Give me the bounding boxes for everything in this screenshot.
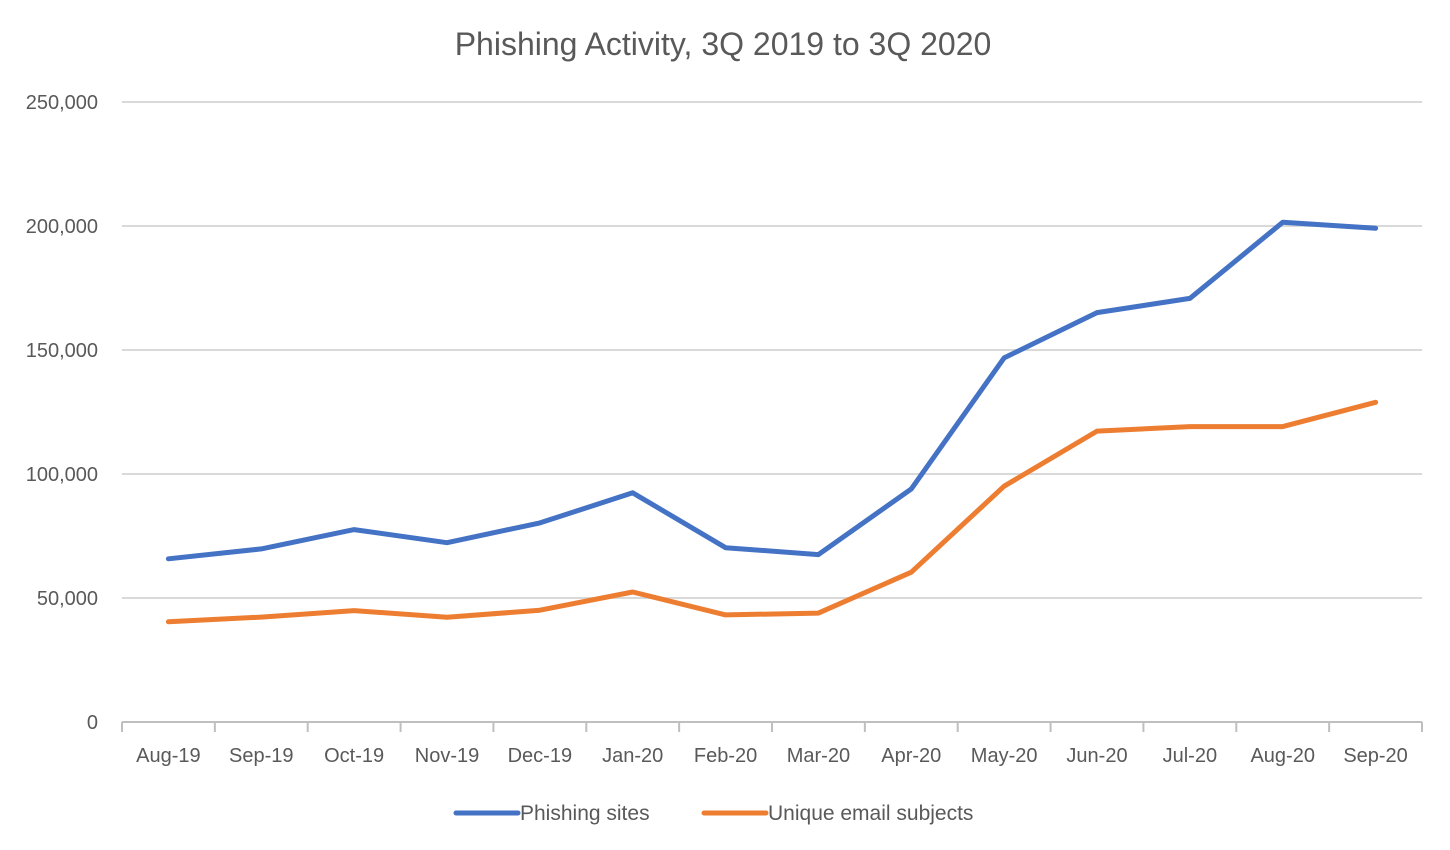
legend-label-1: Unique email subjects — [768, 802, 973, 825]
x-tick-label: Jan-20 — [602, 745, 663, 767]
legend: Phishing sites Unique email subjects — [453, 802, 973, 825]
x-tick-label: Sep-19 — [229, 745, 294, 767]
y-tick-label: 100,000 — [26, 464, 98, 486]
x-tick-label: Feb-20 — [694, 745, 757, 767]
x-tick-label: Nov-19 — [415, 745, 479, 767]
x-tick-label: Aug-20 — [1250, 745, 1315, 767]
x-tick-label: Apr-20 — [881, 745, 941, 767]
y-tick-label: 0 — [87, 712, 98, 734]
y-tick-label: 50,000 — [37, 588, 98, 610]
chart-title: Phishing Activity, 3Q 2019 to 3Q 2020 — [455, 26, 992, 62]
gridlines — [122, 101, 1422, 599]
x-tick-label: May-20 — [971, 745, 1038, 767]
x-tick-label: Mar-20 — [787, 745, 850, 767]
x-tick-label: Aug-19 — [136, 745, 201, 767]
x-tick-label: Dec-19 — [508, 745, 572, 767]
x-tick-label: Jul-20 — [1163, 745, 1217, 767]
series-line-1 — [165, 399, 1379, 625]
legend-label-0: Phishing sites — [520, 802, 650, 825]
x-tick-label: Jun-20 — [1066, 745, 1127, 767]
x-tick-label: Sep-20 — [1343, 745, 1408, 767]
x-tick-label: Oct-19 — [324, 745, 384, 767]
y-axis: 0 50,000 100,000 150,000 200,000 250,000 — [26, 92, 98, 734]
series-lines — [165, 219, 1379, 625]
y-tick-label: 250,000 — [26, 92, 98, 114]
series-line-0 — [165, 219, 1379, 562]
y-tick-label: 200,000 — [26, 216, 98, 238]
x-axis: Aug-19 Sep-19 Oct-19 Nov-19 Dec-19 Jan-20 Feb-… — [121, 721, 1423, 767]
y-tick-label: 150,000 — [26, 340, 98, 362]
